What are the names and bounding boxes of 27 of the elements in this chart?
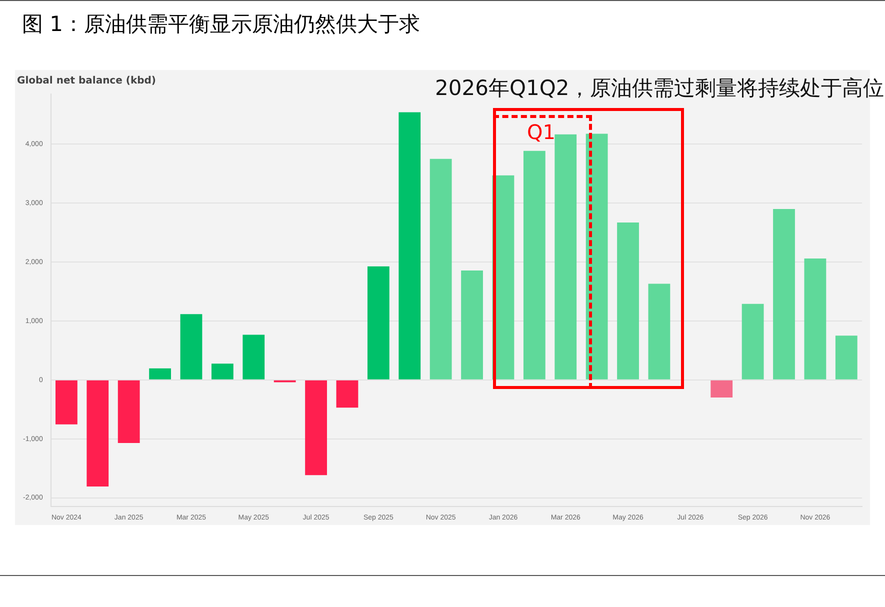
bar — [710, 380, 733, 398]
bar — [367, 266, 390, 380]
chart-title: 图 1：原油供需平衡显示原油仍然供大于求 — [22, 11, 420, 38]
bar — [118, 380, 140, 443]
bar — [180, 314, 202, 380]
bar — [835, 336, 858, 380]
bar — [586, 134, 608, 380]
bar — [398, 112, 421, 380]
bar — [149, 368, 171, 380]
bar — [336, 380, 358, 408]
bar — [461, 270, 483, 380]
bar — [773, 208, 795, 380]
annotation: Q1 — [527, 120, 556, 144]
bar — [523, 150, 546, 380]
bar — [242, 334, 265, 380]
bar — [617, 222, 639, 380]
bar — [55, 380, 78, 424]
bar — [554, 134, 577, 380]
bar — [86, 380, 109, 487]
bar — [430, 158, 452, 380]
bar — [742, 304, 764, 380]
bar — [648, 284, 670, 380]
annotation: 2026年Q1Q2，原油供需过剩量将持续处于高位 — [435, 75, 884, 102]
bar — [804, 258, 826, 380]
y-axis-title: Global net balance (kbd) — [17, 76, 156, 87]
bar — [305, 380, 327, 476]
bar — [211, 364, 234, 380]
